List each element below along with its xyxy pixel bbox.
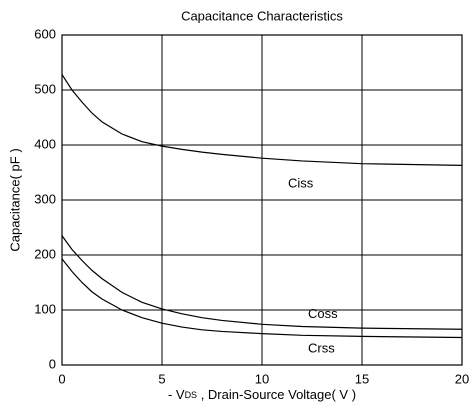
x-tick-label: 0 <box>58 371 65 386</box>
y-tick-label: 300 <box>34 191 56 206</box>
x-tick-label: 20 <box>455 371 469 386</box>
y-tick-label: 200 <box>34 246 56 261</box>
y-axis-label: Capacitance( pF ) <box>7 148 22 251</box>
series-label: Coss <box>308 306 338 321</box>
y-tick-label: 0 <box>49 356 56 371</box>
y-tick-label: 400 <box>34 136 56 151</box>
x-label-subscript: DS <box>185 390 198 400</box>
series-line <box>61 235 463 330</box>
x-tick-label: 10 <box>255 371 269 386</box>
x-tick-label: 15 <box>355 371 369 386</box>
x-axis-label: - VDS , Drain-Source Voltage( V ) <box>168 387 356 402</box>
y-tick-label: 600 <box>34 26 56 41</box>
x-tick-label: 5 <box>158 371 165 386</box>
y-tick-label: 100 <box>34 301 56 316</box>
series-line <box>61 258 463 339</box>
series-label: Ciss <box>288 176 314 191</box>
chart-title: Capacitance Characteristics <box>181 8 343 23</box>
series-line <box>61 74 463 166</box>
x-label-suffix: , Drain-Source Voltage( V ) <box>197 387 356 402</box>
y-tick-label: 500 <box>34 81 56 96</box>
series-label: Crss <box>308 341 335 356</box>
x-label-prefix: - V <box>168 387 185 402</box>
